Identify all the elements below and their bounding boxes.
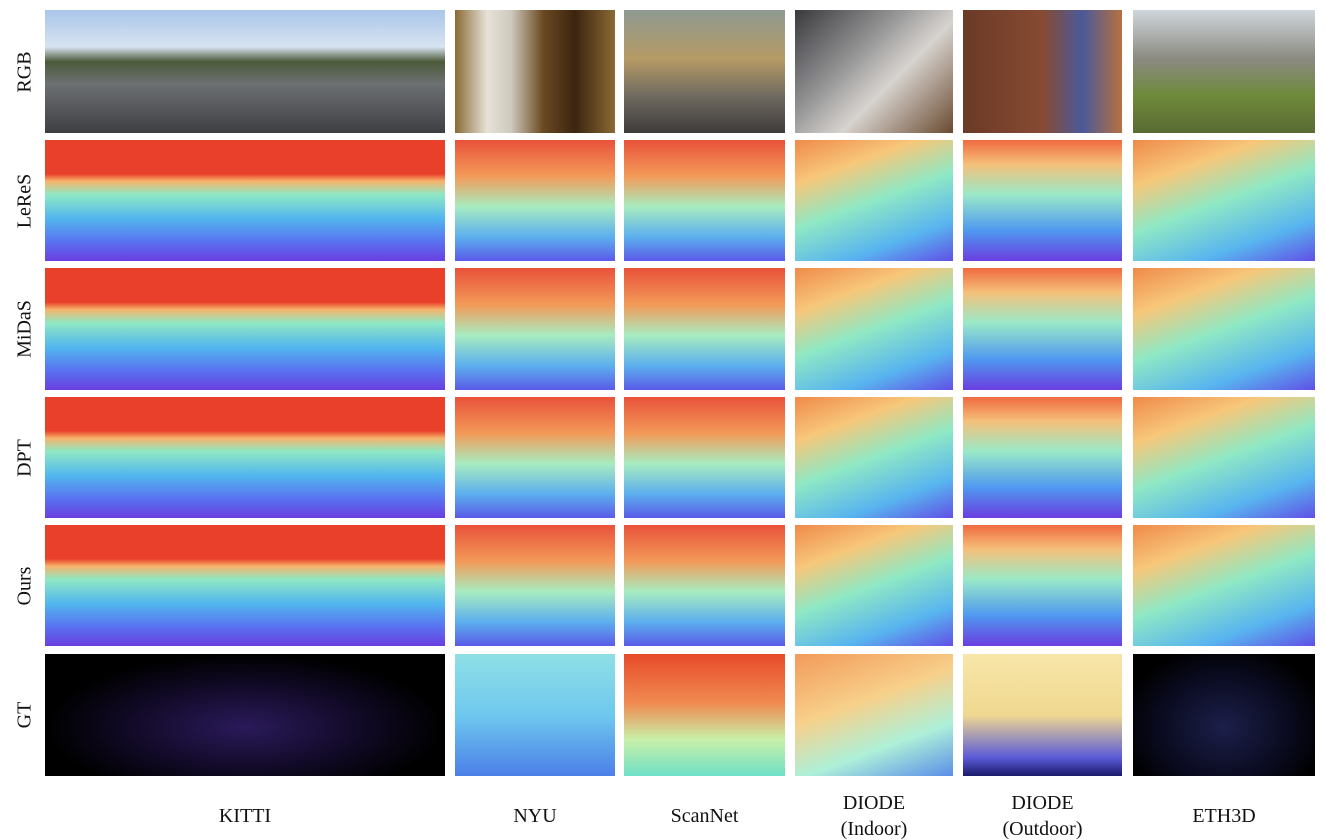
row-label: GT [14, 702, 37, 729]
column-label: ScanNet [671, 803, 739, 829]
column-label-line: (Indoor) [841, 816, 908, 840]
column-label: DIODE(Outdoor) [1003, 790, 1083, 840]
row-label: DPT [14, 439, 37, 477]
rgb-image [455, 10, 615, 133]
row-label: Ours [14, 566, 37, 605]
depth-map [455, 268, 615, 390]
rgb-image [795, 10, 953, 133]
depth-map [1133, 397, 1315, 518]
depth-map [795, 268, 953, 390]
depth-map [455, 140, 615, 261]
ground-truth-map [624, 654, 785, 776]
row-label: LeReS [14, 173, 37, 227]
ground-truth-map [455, 654, 615, 776]
depth-map [624, 397, 785, 518]
ground-truth-map [963, 654, 1122, 776]
column-label: KITTI [219, 803, 271, 829]
rgb-image [1133, 10, 1315, 133]
rgb-image [45, 10, 445, 133]
depth-map [455, 397, 615, 518]
depth-map [455, 525, 615, 646]
figure: RGB LeReS MiDaS DPT Ours GT KITTI NYU ScanNet DIO… [0, 0, 1325, 840]
row-label: MiDaS [14, 300, 37, 358]
depth-map [45, 268, 445, 390]
depth-map [963, 140, 1122, 261]
rgb-image [624, 10, 785, 133]
column-label: NYU [513, 803, 556, 829]
column-label-line: KITTI [219, 803, 271, 829]
column-label-line: ScanNet [671, 803, 739, 829]
column-label: ETH3D [1192, 803, 1255, 829]
column-label-line: DIODE [1003, 790, 1083, 816]
ground-truth-map [45, 654, 445, 776]
column-label-line: DIODE [841, 790, 908, 816]
depth-map [45, 397, 445, 518]
depth-map [624, 525, 785, 646]
depth-map [624, 140, 785, 261]
depth-map [795, 525, 953, 646]
depth-map [1133, 140, 1315, 261]
depth-map [795, 140, 953, 261]
column-label-line: NYU [513, 803, 556, 829]
depth-map [963, 525, 1122, 646]
depth-map [1133, 268, 1315, 390]
rgb-image [963, 10, 1122, 133]
depth-map [963, 268, 1122, 390]
column-label-line: ETH3D [1192, 803, 1255, 829]
row-label: RGB [14, 51, 37, 92]
ground-truth-map [1133, 654, 1315, 776]
depth-map [963, 397, 1122, 518]
depth-map [45, 525, 445, 646]
column-label-line: (Outdoor) [1003, 816, 1083, 840]
column-label: DIODE(Indoor) [841, 790, 908, 840]
depth-map [1133, 525, 1315, 646]
depth-map [795, 397, 953, 518]
depth-map [624, 268, 785, 390]
ground-truth-map [795, 654, 953, 776]
depth-map [45, 140, 445, 261]
